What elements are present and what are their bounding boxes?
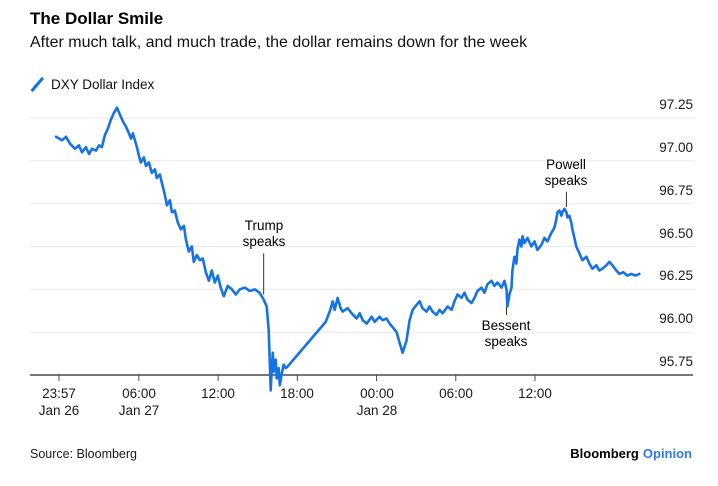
annotation-line: Powell	[546, 157, 586, 172]
tick-time: 18:00	[280, 386, 314, 401]
y-axis-tick-label: 95.75	[659, 354, 693, 369]
x-axis-tick-label: 23:57 Jan 26	[17, 385, 101, 419]
legend-series-label: DXY Dollar Index	[51, 77, 155, 92]
x-axis-tick-label: 12:00	[176, 385, 260, 402]
y-axis-tick-label: 97.00	[659, 140, 693, 155]
x-axis-tick-label: 12:00	[493, 385, 577, 402]
x-axis-tick-label: 00:00 Jan 28	[335, 385, 419, 419]
tick-time: 12:00	[201, 386, 235, 401]
annotation-line: speaks	[544, 173, 588, 188]
tick-time: 12:00	[518, 386, 552, 401]
chart-subtitle: After much talk, and much trade, the dol…	[30, 34, 528, 51]
annotation-line: speaks	[242, 234, 286, 249]
dxy-line-series	[54, 106, 641, 392]
source-note: Source: Bloomberg	[30, 447, 138, 461]
brand-logo: Bloomberg Opinion	[570, 446, 692, 461]
tick-date: Jan 28	[356, 403, 398, 418]
annotation-line: Bessent	[481, 318, 531, 333]
y-axis-tick-label: 96.75	[659, 183, 693, 198]
brand-opinion: Opinion	[642, 446, 692, 461]
tick-date: Jan 26	[38, 403, 80, 418]
brand-name: Bloomberg	[570, 446, 639, 461]
tick-time: 23:57	[42, 386, 76, 401]
tick-time: 06:00	[122, 386, 156, 401]
x-axis-tick-label: 06:00 Jan 27	[97, 385, 181, 419]
tick-date: Jan 27	[118, 403, 160, 418]
x-axis-tick-label: 18:00	[255, 385, 339, 402]
x-axis-tick-label: 06:00	[414, 385, 498, 402]
annotation-line: speaks	[484, 334, 528, 349]
tick-time: 00:00	[360, 386, 394, 401]
annotation-label: Powell speaks	[516, 157, 616, 189]
y-axis-tick-label: 96.00	[659, 311, 693, 326]
annotation-label: Trump speaks	[214, 218, 314, 250]
annotation-label: Bessent speaks	[456, 318, 556, 350]
legend: DXY Dollar Index	[30, 77, 154, 92]
tick-time: 06:00	[439, 386, 473, 401]
page-title: The Dollar Smile	[30, 9, 164, 28]
legend-line-swatch-icon	[30, 77, 44, 92]
y-axis-tick-label: 97.25	[659, 97, 693, 112]
y-axis-tick-label: 96.50	[659, 226, 693, 241]
y-axis-tick-label: 96.25	[659, 268, 693, 283]
annotation-line: Trump	[244, 218, 284, 233]
